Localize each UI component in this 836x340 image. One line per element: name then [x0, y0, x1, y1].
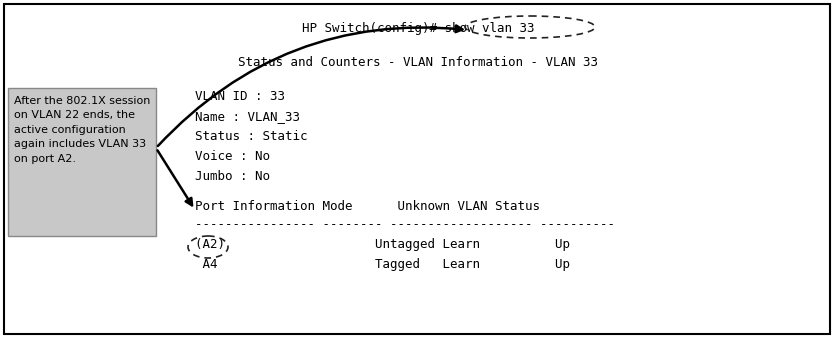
Text: ---------------- -------- ------------------- ----------: ---------------- -------- --------------…	[195, 218, 615, 231]
Text: After the 802.1X session
on VLAN 22 ends, the
active configuration
again include: After the 802.1X session on VLAN 22 ends…	[14, 96, 150, 164]
Text: VLAN ID : 33: VLAN ID : 33	[195, 90, 285, 103]
Text: Status and Counters - VLAN Information - VLAN 33: Status and Counters - VLAN Information -…	[238, 56, 598, 69]
Text: HP Switch(config)# show vlan 33: HP Switch(config)# show vlan 33	[302, 22, 534, 35]
Text: A4                     Tagged   Learn          Up: A4 Tagged Learn Up	[195, 258, 570, 271]
FancyBboxPatch shape	[8, 88, 156, 236]
Text: (A2)                    Untagged Learn          Up: (A2) Untagged Learn Up	[195, 238, 570, 251]
Text: Port Information Mode      Unknown VLAN Status: Port Information Mode Unknown VLAN Statu…	[195, 200, 540, 213]
Text: Name : VLAN_33: Name : VLAN_33	[195, 110, 300, 123]
Text: Status : Static: Status : Static	[195, 130, 308, 143]
Text: Jumbo : No: Jumbo : No	[195, 170, 270, 183]
FancyBboxPatch shape	[4, 4, 830, 334]
Text: Voice : No: Voice : No	[195, 150, 270, 163]
